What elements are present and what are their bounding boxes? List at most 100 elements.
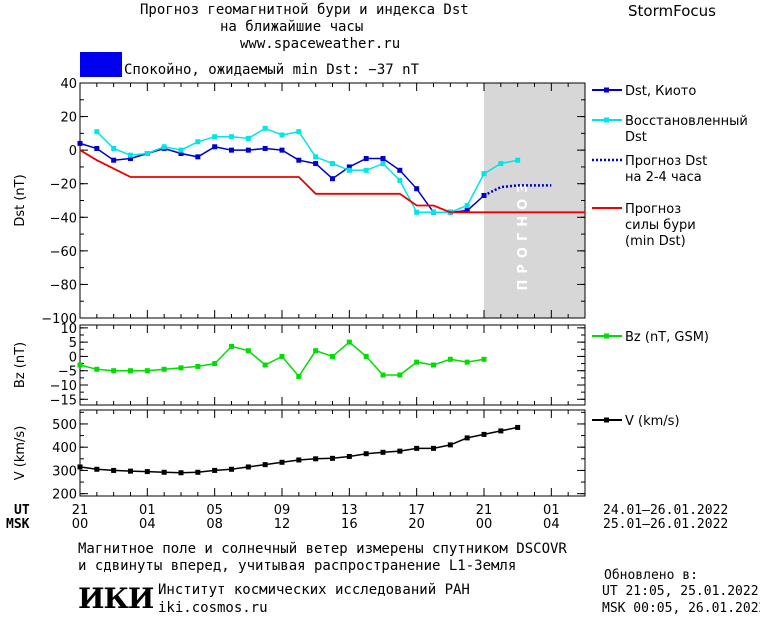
legend-label: Прогноз Dst — [625, 154, 707, 169]
data-point — [144, 469, 150, 475]
series-line-1-0 — [79, 341, 485, 378]
ut-tick-label: 17 — [408, 503, 425, 518]
ut-tick-label: 05 — [206, 503, 223, 518]
data-point — [279, 132, 285, 138]
data-point — [195, 139, 201, 145]
data-point — [111, 145, 117, 151]
data-point — [77, 464, 83, 470]
data-point — [161, 469, 167, 475]
y-tick-label: 10 — [60, 322, 77, 337]
data-point — [178, 147, 184, 153]
y-tick-label: 500 — [52, 418, 77, 433]
data-point — [380, 156, 386, 162]
iki-logo: ИКИ — [78, 582, 154, 615]
msk-tick-label: 00 — [476, 517, 493, 532]
series-line-0-1 — [96, 127, 518, 214]
data-point — [212, 134, 218, 140]
legend-label: Восстановленный — [625, 114, 748, 129]
data-point — [397, 448, 403, 454]
legend-label: Dst — [625, 130, 647, 145]
data-point — [380, 449, 386, 455]
data-point — [161, 366, 167, 372]
data-point — [111, 467, 117, 473]
data-point — [279, 459, 285, 465]
legend-marker — [604, 333, 609, 339]
series-line-2-0 — [79, 426, 518, 474]
data-point — [229, 134, 234, 140]
ut-tick-label: 21 — [72, 503, 89, 518]
data-point — [313, 456, 319, 462]
legend-label: на 2-4 часа — [625, 170, 702, 185]
data-point — [212, 144, 218, 150]
data-point — [279, 353, 285, 359]
data-point — [296, 457, 302, 463]
updated-label: Обновлено в: — [604, 568, 698, 583]
data-point — [94, 129, 100, 135]
data-point — [464, 435, 470, 441]
institute-name: Институт космических исследований РАН — [158, 582, 470, 598]
data-point — [178, 151, 184, 156]
data-point — [161, 144, 167, 150]
data-point — [346, 453, 352, 459]
y-tick-label: −10 — [50, 379, 77, 394]
data-point — [144, 368, 150, 374]
data-point — [515, 157, 521, 163]
data-point — [262, 362, 268, 368]
data-point — [380, 372, 386, 378]
data-point — [330, 176, 335, 182]
msk-date-range: 25.01–26.01.2022 — [603, 517, 729, 532]
institute-site[interactable]: iki.cosmos.ru — [158, 600, 268, 616]
data-point — [229, 343, 234, 349]
data-point — [144, 151, 150, 156]
data-point — [245, 348, 251, 354]
legend-label: Прогноз — [625, 202, 681, 217]
data-point — [330, 161, 335, 167]
data-point — [245, 135, 251, 141]
data-point — [111, 368, 117, 374]
data-point — [414, 186, 420, 192]
y-tick-label: −40 — [50, 211, 77, 226]
forecast-label: ПРОГНОЗ — [516, 178, 531, 291]
data-point — [363, 451, 369, 457]
y-tick-label: 5 — [69, 336, 77, 351]
data-point — [279, 147, 285, 153]
chart-subtitle: на ближайшие часы — [220, 19, 364, 35]
plot-frame-1 — [79, 324, 586, 406]
msk-tick-label: 00 — [72, 517, 89, 532]
legend-label: (min Dst) — [625, 234, 686, 249]
legend-label: V (km/s) — [625, 414, 680, 429]
data-point — [330, 353, 335, 359]
data-point — [346, 339, 352, 345]
legend-label: силы бури — [625, 218, 696, 233]
updated-msk: MSK 00:05, 26.01.2022 — [602, 601, 760, 616]
msk-tick-label: 04 — [543, 517, 560, 532]
data-point — [128, 468, 133, 474]
y-axis-label: Dst (nT) — [13, 174, 28, 226]
msk-axis-label: MSK — [6, 517, 30, 532]
data-point — [363, 167, 369, 173]
msk-tick-label: 04 — [139, 517, 156, 532]
brand-label: StormFocus — [628, 2, 716, 20]
data-point — [212, 467, 218, 473]
y-tick-label: 0 — [69, 144, 77, 159]
data-point — [212, 361, 218, 367]
data-point — [262, 125, 268, 131]
series-line-0-2 — [483, 184, 552, 197]
ut-tick-label: 01 — [543, 503, 560, 518]
ut-tick-label: 21 — [476, 503, 493, 518]
data-point — [195, 469, 201, 475]
y-tick-label: −20 — [50, 178, 77, 193]
data-point — [245, 147, 251, 153]
data-point — [77, 140, 83, 146]
data-point — [464, 359, 470, 365]
data-point — [414, 445, 420, 451]
ut-date-range: 24.01–26.01.2022 — [603, 503, 729, 518]
data-point — [229, 466, 234, 472]
footer-note-2: и сдвинуты вперед, учитывая распростране… — [78, 558, 517, 574]
site-link[interactable]: www.spaceweather.ru — [240, 36, 401, 52]
y-tick-label: −60 — [50, 245, 77, 260]
